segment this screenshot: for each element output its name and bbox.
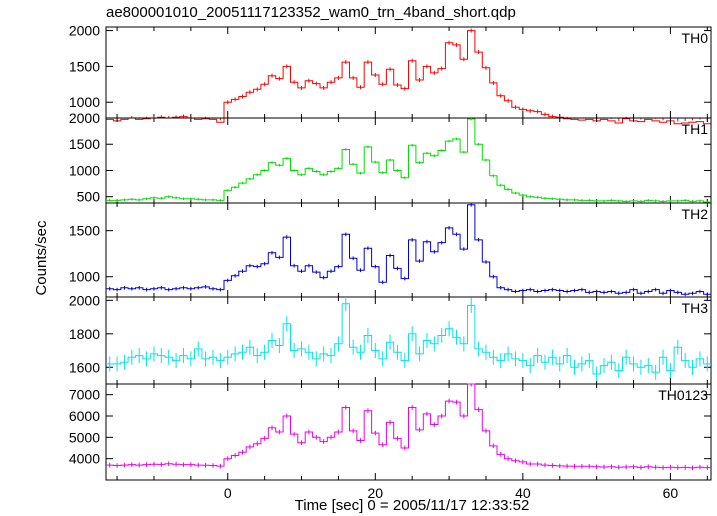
y-tick-label: 1000 bbox=[69, 162, 100, 178]
y-axis-label: Counts/sec bbox=[33, 220, 50, 296]
series-label: TH0 bbox=[682, 30, 709, 46]
x-tick-labels: 0 20 40 60 bbox=[224, 485, 679, 501]
y-tick-label: 2000 bbox=[69, 110, 100, 126]
series-th0-line bbox=[106, 30, 711, 125]
panel-frame bbox=[105, 383, 712, 481]
y-tick-label: 4000 bbox=[69, 451, 100, 467]
series-th0123-line bbox=[106, 383, 711, 469]
x-tick-label: 0 bbox=[224, 485, 232, 501]
panel-th0: 1000 1500 2000 TH0 bbox=[69, 23, 712, 125]
series-th3-line bbox=[106, 303, 711, 375]
y-tick-label: 1600 bbox=[69, 359, 100, 375]
y-tick-label: 5000 bbox=[69, 429, 100, 445]
series-th2-line bbox=[106, 204, 711, 295]
y-tick-label: 1500 bbox=[69, 223, 100, 239]
panel-th3: 1600 1800 2000 TH3 bbox=[69, 292, 712, 385]
y-tick-label: 7000 bbox=[69, 387, 100, 403]
x-tick-label: 60 bbox=[663, 485, 679, 501]
panel-th1: 500 1000 1500 2000 TH1 bbox=[69, 110, 712, 205]
x-axis-label: Time [sec] 0 = 2005/11/17 12:33:52 bbox=[295, 497, 530, 514]
series-label: TH0123 bbox=[658, 387, 708, 403]
panel-th0123: 4000 5000 6000 7000 TH0123 bbox=[69, 383, 712, 481]
y-tick-label: 2000 bbox=[69, 23, 100, 39]
chart-title: ae800001010_20051117123352_wam0_trn_4ban… bbox=[106, 4, 516, 21]
chart-panels: 1000 1500 2000 TH0 500 1000 1500 2000 TH1 1000 150… bbox=[69, 23, 712, 481]
y-tick-label: 1800 bbox=[69, 326, 100, 342]
y-tick-label: 1000 bbox=[69, 94, 100, 110]
series-label: TH2 bbox=[682, 206, 709, 222]
series-th1-line bbox=[106, 118, 711, 203]
series-label: TH1 bbox=[682, 121, 709, 137]
y-tick-label: 1500 bbox=[69, 136, 100, 152]
x-tick-label: 20 bbox=[368, 485, 384, 501]
series-label: TH3 bbox=[682, 300, 709, 316]
x-tick-label: 40 bbox=[515, 485, 531, 501]
y-tick-label: 2000 bbox=[69, 292, 100, 308]
y-tick-label: 1000 bbox=[69, 269, 100, 285]
panel-th2: 1000 1500 TH2 bbox=[69, 202, 712, 298]
y-tick-label: 6000 bbox=[69, 408, 100, 424]
y-tick-label: 1500 bbox=[69, 58, 100, 74]
y-tick-label: 500 bbox=[77, 189, 101, 205]
